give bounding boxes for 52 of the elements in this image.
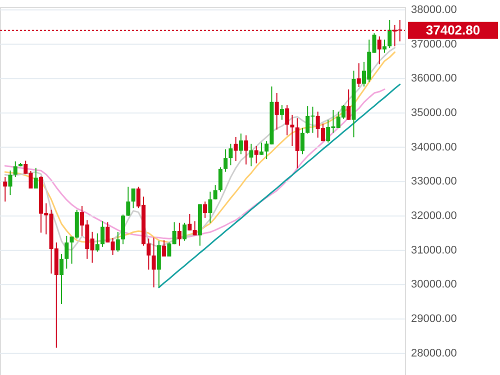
candlestick (346, 88, 351, 120)
candlestick (274, 92, 279, 130)
candlestick (259, 142, 264, 156)
candlestick (182, 222, 187, 242)
candlestick (162, 240, 166, 258)
candlestick (388, 20, 392, 49)
candlestick (95, 232, 100, 252)
line-series (158, 84, 401, 288)
candlestick (213, 184, 218, 200)
candlestick (64, 235, 69, 270)
candlestick (218, 166, 222, 192)
candlestick (356, 62, 361, 88)
candlestick (228, 143, 233, 166)
candlestick (295, 118, 300, 169)
y-tick-label: 29000.00 (411, 313, 457, 326)
candlestick (280, 104, 284, 120)
y-tick-label: 33000.00 (411, 176, 457, 188)
candlestick (377, 36, 382, 65)
candlestick (8, 170, 12, 196)
candlestick (121, 214, 126, 245)
candlestick (300, 127, 304, 155)
y-tick-label: 37000.00 (411, 38, 457, 50)
candlestick (34, 167, 38, 190)
candlestick (249, 143, 254, 167)
y-tick-label: 34000.00 (411, 141, 457, 154)
y-tick-label: 36000.00 (411, 72, 457, 85)
candlestick (126, 186, 130, 216)
y-tick-label: 28000.00 (411, 347, 457, 360)
candlestick (382, 39, 386, 54)
candlestick (254, 146, 258, 164)
candlestick (285, 104, 290, 136)
candlestick (3, 176, 8, 202)
candlestick (290, 114, 294, 147)
candlestick (13, 160, 18, 178)
candlestick (152, 237, 156, 288)
y-tick-label: 31000.00 (411, 244, 457, 256)
candlestick (203, 201, 208, 218)
candlestick (60, 253, 64, 305)
candlestick (116, 231, 120, 252)
candlestick (131, 188, 136, 209)
candlestick (208, 191, 212, 224)
candlestick (234, 136, 238, 162)
y-tick-label: 30000.00 (411, 278, 457, 291)
candlestick (100, 220, 105, 248)
candlestick (238, 133, 243, 155)
candlestick (177, 222, 182, 246)
ref-line-label: 37402.80 (426, 22, 480, 38)
y-tick-label: 35000.00 (411, 106, 457, 119)
candlestick (224, 148, 228, 172)
candlestick (244, 134, 248, 165)
y-tick-label: 38000.00 (411, 4, 457, 16)
y-tick-label: 32000.00 (411, 210, 457, 222)
